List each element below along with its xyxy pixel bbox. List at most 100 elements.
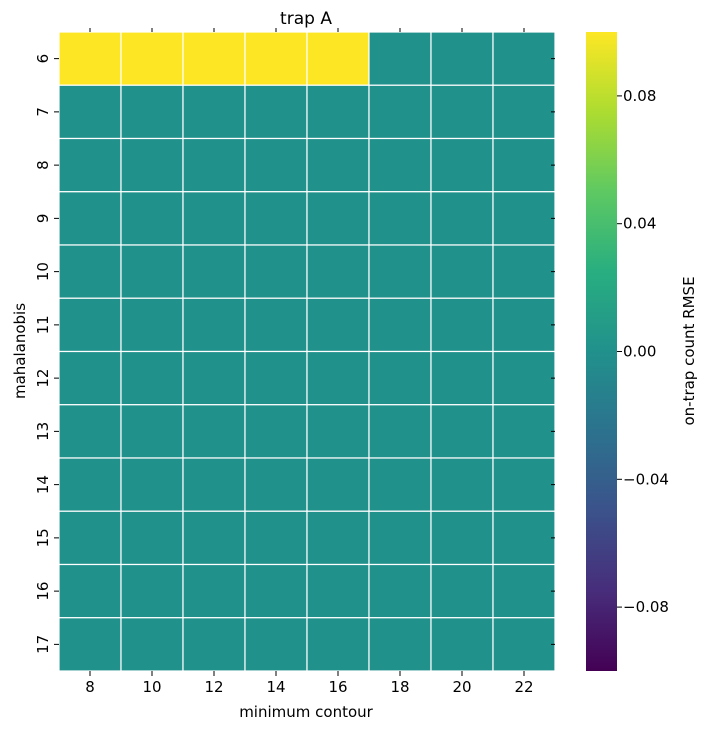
heatmap-cell bbox=[430, 244, 494, 299]
heatmap-cell bbox=[430, 191, 494, 246]
y-tick-label: 15 bbox=[34, 528, 52, 547]
heatmap-cell bbox=[58, 510, 122, 566]
heatmap-cell bbox=[492, 350, 556, 406]
colorbar-tick-label: 0.08 bbox=[623, 87, 656, 105]
heatmap-cell bbox=[368, 137, 432, 193]
heatmap-cell bbox=[244, 457, 308, 512]
heatmap-cell bbox=[492, 31, 556, 86]
heatmap-cell bbox=[244, 31, 308, 86]
colorbar-tick-label: −0.08 bbox=[623, 598, 669, 616]
y-tick-label: 14 bbox=[34, 475, 52, 494]
chart-title: trap A bbox=[280, 9, 332, 29]
heatmap-cell bbox=[306, 297, 370, 353]
y-tick-label: 8 bbox=[34, 160, 52, 170]
heatmap-cell bbox=[58, 191, 122, 246]
heatmap-cell bbox=[58, 457, 122, 512]
heatmap-cell bbox=[306, 137, 370, 193]
heatmap-cell bbox=[182, 510, 246, 566]
heatmap-cell bbox=[306, 244, 370, 299]
heatmap-cell bbox=[306, 84, 370, 140]
heatmap-cell bbox=[120, 244, 184, 299]
heatmap-cell bbox=[120, 404, 184, 459]
heatmap-cell bbox=[492, 617, 556, 672]
heatmap-cell bbox=[58, 31, 122, 86]
colorbar-tick-label: 0.00 bbox=[623, 343, 656, 361]
heatmap-cell bbox=[306, 563, 370, 619]
x-axis-label: minimum contour bbox=[239, 703, 373, 721]
heatmap-cell bbox=[58, 617, 122, 672]
heatmap-cell bbox=[306, 31, 370, 86]
colorbar-ticks: 0.08 0.04 0.00 −0.04 −0.08 bbox=[617, 87, 669, 616]
heatmap-cell bbox=[306, 457, 370, 512]
heatmap-cell bbox=[430, 404, 494, 459]
heatmap-cell bbox=[430, 617, 494, 672]
colorbar-tick-label: −0.04 bbox=[623, 470, 669, 488]
heatmap-cell bbox=[244, 297, 308, 353]
heatmap-cell bbox=[244, 404, 308, 459]
y-tick-label: 12 bbox=[34, 369, 52, 388]
y-tick-label: 16 bbox=[34, 582, 52, 601]
heatmap-cell bbox=[306, 350, 370, 406]
heatmap-cell bbox=[182, 191, 246, 246]
heatmap-cell bbox=[58, 137, 122, 193]
heatmap-cell bbox=[492, 563, 556, 619]
heatmap-cell bbox=[182, 350, 246, 406]
heatmap-cell bbox=[182, 31, 246, 86]
heatmap-cell bbox=[244, 563, 308, 619]
heatmap-cell bbox=[120, 191, 184, 246]
heatmap-cell bbox=[368, 244, 432, 299]
heatmap-cell bbox=[306, 404, 370, 459]
heatmap-cell bbox=[120, 137, 184, 193]
heatmap-cell bbox=[182, 84, 246, 140]
heatmap-cell bbox=[430, 457, 494, 512]
heatmap-cell bbox=[430, 297, 494, 353]
heatmap-cell bbox=[244, 617, 308, 672]
heatmap-cell bbox=[430, 563, 494, 619]
heatmap-cell bbox=[120, 457, 184, 512]
colorbar bbox=[586, 32, 617, 671]
x-axis-ticks: 8 10 12 14 16 18 20 22 bbox=[85, 28, 534, 696]
heatmap-cell bbox=[368, 297, 432, 353]
heatmap-cell bbox=[182, 563, 246, 619]
y-tick-label: 17 bbox=[34, 635, 52, 654]
heatmap-cell bbox=[58, 297, 122, 353]
heatmap-cells bbox=[58, 31, 556, 672]
heatmap-cell bbox=[182, 617, 246, 672]
heatmap-cell bbox=[120, 510, 184, 566]
heatmap-cell bbox=[368, 31, 432, 86]
heatmap-cell bbox=[244, 244, 308, 299]
heatmap-cell bbox=[182, 244, 246, 299]
heatmap-cell bbox=[182, 404, 246, 459]
heatmap-cell bbox=[368, 350, 432, 406]
heatmap-cell bbox=[368, 617, 432, 672]
x-tick-label: 8 bbox=[85, 678, 95, 696]
heatmap-cell bbox=[58, 84, 122, 140]
heatmap-cell bbox=[430, 84, 494, 140]
y-axis-label: mahalanobis bbox=[11, 303, 29, 399]
heatmap-cell bbox=[368, 191, 432, 246]
colorbar-tick-label: 0.04 bbox=[623, 215, 656, 233]
heatmap-cell bbox=[120, 31, 184, 86]
heatmap-cell bbox=[368, 563, 432, 619]
x-tick-label: 14 bbox=[266, 678, 285, 696]
heatmap-cell bbox=[368, 510, 432, 566]
heatmap-cell bbox=[120, 350, 184, 406]
heatmap-cell bbox=[492, 404, 556, 459]
heatmap-cell bbox=[244, 510, 308, 566]
colorbar-label: on-trap count RMSE bbox=[680, 276, 698, 425]
heatmap-cell bbox=[120, 563, 184, 619]
heatmap-cell bbox=[306, 191, 370, 246]
y-axis-ticks: 6 7 8 9 10 11 12 13 14 15 16 17 bbox=[34, 54, 555, 654]
heatmap-cell bbox=[182, 457, 246, 512]
x-tick-label: 18 bbox=[390, 678, 409, 696]
y-tick-label: 6 bbox=[34, 54, 52, 64]
heatmap-cell bbox=[368, 84, 432, 140]
heatmap-cell bbox=[120, 84, 184, 140]
heatmap-cell bbox=[306, 510, 370, 566]
x-tick-label: 12 bbox=[204, 678, 223, 696]
y-tick-label: 7 bbox=[34, 107, 52, 117]
heatmap-cell bbox=[492, 191, 556, 246]
heatmap-cell bbox=[492, 84, 556, 140]
heatmap-cell bbox=[120, 297, 184, 353]
